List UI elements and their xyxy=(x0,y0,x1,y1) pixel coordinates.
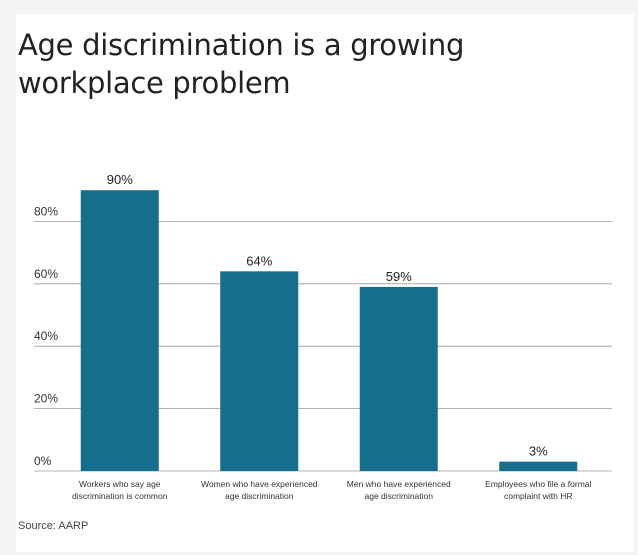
y-tick-label: 80% xyxy=(34,204,58,218)
source-note: Source: AARP xyxy=(18,520,89,532)
bar xyxy=(220,271,299,471)
x-tick-label: age discrimination xyxy=(225,491,294,501)
x-tick-label: discrimination is common xyxy=(72,491,168,501)
bar-value-label: 3% xyxy=(529,444,548,459)
chart-title: Age discrimination is a growing workplac… xyxy=(18,28,465,100)
bar xyxy=(80,190,159,471)
x-tick-label: Men who have experienced xyxy=(347,479,451,489)
x-tick-label: Workers who say age xyxy=(79,479,161,489)
bar-value-label: 64% xyxy=(246,253,272,268)
y-tick-label: 40% xyxy=(34,329,58,343)
y-tick-label: 20% xyxy=(34,392,58,406)
y-tick-label: 60% xyxy=(34,267,58,281)
bar-value-label: 90% xyxy=(107,172,133,187)
bar xyxy=(499,461,578,471)
x-tick-label: Women who have experienced xyxy=(201,479,318,489)
y-tick-label: 0% xyxy=(34,454,52,468)
bar-value-label: 59% xyxy=(386,269,412,284)
x-tick-label: Employees who file a formal xyxy=(485,479,591,489)
bar xyxy=(359,286,438,471)
x-tick-label: complaint with HR xyxy=(504,491,573,501)
x-tick-label: age discrimination xyxy=(364,491,433,501)
